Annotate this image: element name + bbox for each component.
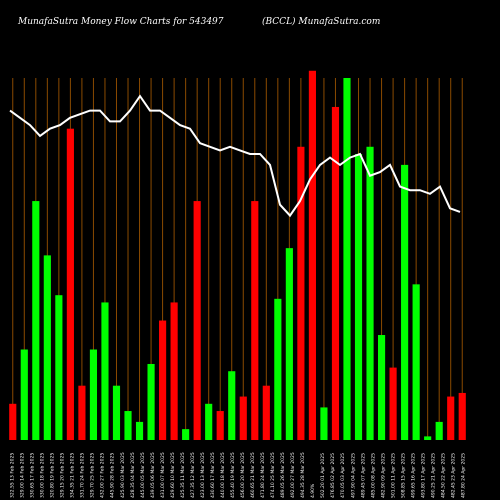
bar	[55, 295, 63, 440]
bar	[182, 429, 190, 440]
bar	[377, 335, 386, 440]
bar	[89, 349, 98, 440]
x-tick-label: 501.00 11 Apr 2025	[390, 453, 396, 498]
bar	[308, 70, 316, 440]
bar	[354, 154, 363, 440]
x-tick-labels: 322.55 13 Feb 2025 329.00 14 Feb 2025 330.…	[10, 452, 467, 498]
bar	[366, 146, 374, 440]
x-tick-label: 4.90%	[310, 483, 316, 498]
x-tick-label: 474.10 25 Mar 2025	[270, 452, 276, 498]
x-tick-label: 431.00 07 Mar 2025	[160, 452, 166, 498]
x-tick-label: 492.00 27 Mar 2025	[290, 452, 296, 498]
chart-header-right: (BCCL) MunafaSutra.com	[262, 16, 380, 27]
x-tick-label: 494.35 28 Mar 2025	[300, 452, 306, 498]
bar	[447, 396, 455, 440]
x-tick-label: 489.45 07 Apr 2025	[360, 453, 366, 498]
x-tick-label: 470.05 03 Apr 2025	[340, 453, 346, 498]
bar	[147, 363, 155, 440]
x-tick-label: 499.65 16 Apr 2025	[410, 453, 416, 498]
bar	[43, 255, 51, 440]
bar	[20, 349, 28, 440]
x-tick-label: 425.90 03 Mar 2025	[120, 452, 126, 498]
bar	[32, 201, 40, 440]
x-tick-label: 322.55 13 Feb 2025	[10, 453, 16, 498]
bar-series	[9, 70, 466, 441]
bar	[78, 385, 86, 440]
x-tick-label: 497.90 04 Apr 2025	[350, 453, 356, 498]
x-tick-label: 320.80 19 Feb 2025	[50, 453, 56, 498]
x-tick-label: 430.60 17 Mar 2025	[210, 452, 216, 498]
x-tick-label: 487.80 24 Apr 2025	[461, 453, 467, 498]
x-tick-label: 440.00 18 Mar 2025	[220, 452, 226, 498]
bar	[424, 436, 432, 440]
x-tick-label: 485.00 08 Apr 2025	[370, 453, 376, 498]
bar	[274, 298, 282, 440]
x-tick-label: 482.90 09 Apr 2025	[380, 453, 386, 498]
bar	[205, 403, 213, 440]
x-tick-label: 456.00 20 Mar 2025	[240, 452, 246, 498]
x-tick-label: 329.00 14 Feb 2025	[20, 453, 26, 498]
chart-header-left: MunafaSutra Money Flow Charts for 543497	[17, 17, 224, 27]
bar	[193, 201, 201, 440]
bar	[239, 396, 247, 440]
bar	[101, 302, 109, 440]
x-tick-label: 330.65 17 Feb 2025	[30, 453, 36, 498]
x-tick-label: 482.45 23 Apr 2025	[451, 453, 457, 498]
bar	[262, 385, 270, 440]
x-tick-label: 330.00 18 Feb 2025	[40, 453, 46, 498]
bar	[343, 78, 351, 440]
bar	[112, 385, 121, 440]
bar	[331, 106, 340, 441]
bar	[320, 407, 328, 440]
bar	[297, 146, 305, 440]
x-tick-label: 455.40 19 Mar 2025	[230, 452, 236, 498]
x-tick-label: 329.15 20 Feb 2025	[60, 453, 66, 498]
bar	[124, 411, 132, 440]
x-tick-label: 508.85 15 Apr 2025	[400, 453, 406, 498]
x-tick-label: 445.90 28 Feb 2025	[110, 453, 116, 498]
x-tick-label: 493.80 17 Apr 2025	[420, 453, 426, 498]
bar	[170, 302, 178, 440]
money-flow-line	[9, 94, 461, 218]
x-tick-label: 429.60 10 Mar 2025	[170, 452, 176, 498]
x-tick-label: 490.25 21 Apr 2025	[430, 453, 436, 498]
bar	[159, 320, 167, 440]
x-tick-label: 334.35 21 Feb 2025	[70, 453, 76, 498]
x-tick-label: 427.35 12 Mar 2025	[190, 452, 196, 498]
bar	[458, 392, 466, 440]
bar	[412, 284, 420, 440]
bar	[401, 164, 409, 440]
bar	[285, 248, 293, 440]
x-tick-label: 329.70 25 Feb 2025	[90, 453, 96, 498]
bar	[66, 128, 74, 440]
bar	[216, 411, 224, 440]
bar	[251, 201, 259, 440]
x-tick-label: 445.00 05 Mar 2025	[140, 452, 146, 498]
x-tick-label: 439.05 06 Mar 2025	[150, 452, 156, 498]
x-tick-label: 502.20 01 Apr 2025	[320, 453, 326, 498]
x-tick-label: 425.35 11 Mar 2025	[180, 452, 186, 498]
x-tick-label: 432.00 27 Feb 2025	[100, 453, 106, 498]
bar	[9, 403, 17, 440]
bar	[135, 421, 144, 440]
x-tick-label: 476.85 02 Apr 2025	[330, 453, 336, 498]
bar	[435, 421, 443, 440]
x-tick-label: 471.80 24 Mar 2025	[260, 452, 266, 498]
x-tick-label: 460.65 21 Mar 2025	[250, 452, 256, 498]
x-tick-label: 484.50 22 Apr 2025	[440, 453, 446, 498]
x-tick-label: 428.35 04 Mar 2025	[130, 452, 136, 498]
x-tick-label: 489.05 26 Mar 2025	[280, 452, 286, 498]
x-tick-label: 331.70 24 Feb 2025	[80, 453, 86, 498]
bar	[389, 367, 397, 440]
x-tick-label: 423.00 13 Mar 2025	[200, 452, 206, 498]
bar	[228, 371, 236, 440]
